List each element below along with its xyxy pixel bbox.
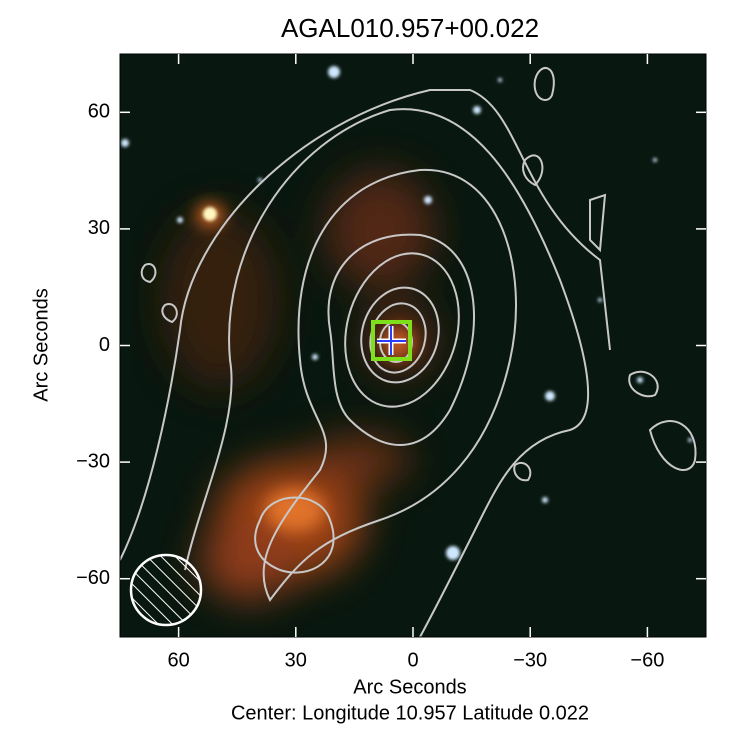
chart-title: AGAL010.957+00.022 (281, 13, 539, 43)
y-tick-label: −30 (76, 450, 110, 472)
y-axis-label: Arc Seconds (30, 288, 52, 401)
source-marker (371, 320, 412, 361)
beam (129, 553, 203, 627)
y-tick-label: 0 (99, 334, 110, 356)
x-tick-label: 60 (167, 649, 189, 671)
y-tick-label: 30 (88, 217, 110, 239)
x-tick-label: 30 (285, 649, 307, 671)
caption: Center: Longitude 10.957 Latitude 0.022 (231, 702, 589, 724)
x-tick-label: −30 (513, 649, 547, 671)
x-tick-label: −60 (630, 649, 664, 671)
sky-image (120, 54, 706, 637)
y-tick-label: 60 (88, 101, 110, 123)
x-tick-label: 0 (407, 649, 418, 671)
x-axis-label: Arc Seconds (353, 676, 466, 698)
y-tick-label: −60 (76, 567, 110, 589)
